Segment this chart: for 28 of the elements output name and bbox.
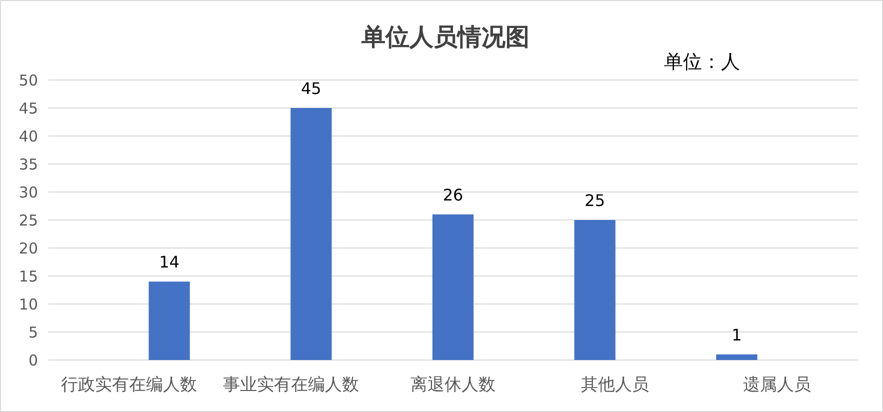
data-label: 14 bbox=[159, 252, 180, 272]
y-tick-label: 30 bbox=[18, 183, 38, 202]
data-label: 26 bbox=[442, 185, 464, 204]
y-tick-label: 45 bbox=[18, 99, 38, 118]
data-label: 45 bbox=[300, 79, 322, 98]
chart-title: 单位人员情况图 bbox=[360, 22, 530, 51]
y-tick-label: 50 bbox=[18, 71, 38, 90]
x-tick-label: 行政实有在编人数 bbox=[61, 375, 197, 395]
x-tick-label: 离退休人数 bbox=[410, 375, 496, 395]
y-tick-label: 10 bbox=[18, 295, 38, 314]
x-tick-label: 其他人员 bbox=[581, 375, 649, 395]
y-tick-label: 35 bbox=[18, 155, 38, 174]
data-label: 25 bbox=[584, 191, 606, 210]
x-tick-label: 遗属人员 bbox=[743, 375, 811, 395]
text: 单位：人 bbox=[664, 51, 740, 73]
y-tick-label: 40 bbox=[18, 127, 38, 146]
bar bbox=[432, 214, 474, 360]
y-tick-label: 0 bbox=[28, 351, 38, 370]
y-tick-label: 20 bbox=[18, 239, 38, 258]
y-tick-label: 15 bbox=[18, 267, 38, 286]
bar bbox=[716, 354, 758, 360]
x-tick-label: 事业实有在编人数 bbox=[223, 375, 359, 395]
y-tick-label: 5 bbox=[28, 323, 38, 342]
data-label: 1 bbox=[732, 325, 742, 344]
bar bbox=[148, 282, 190, 360]
bar bbox=[290, 108, 332, 360]
y-tick-label: 25 bbox=[18, 211, 38, 230]
bar bbox=[574, 220, 616, 360]
